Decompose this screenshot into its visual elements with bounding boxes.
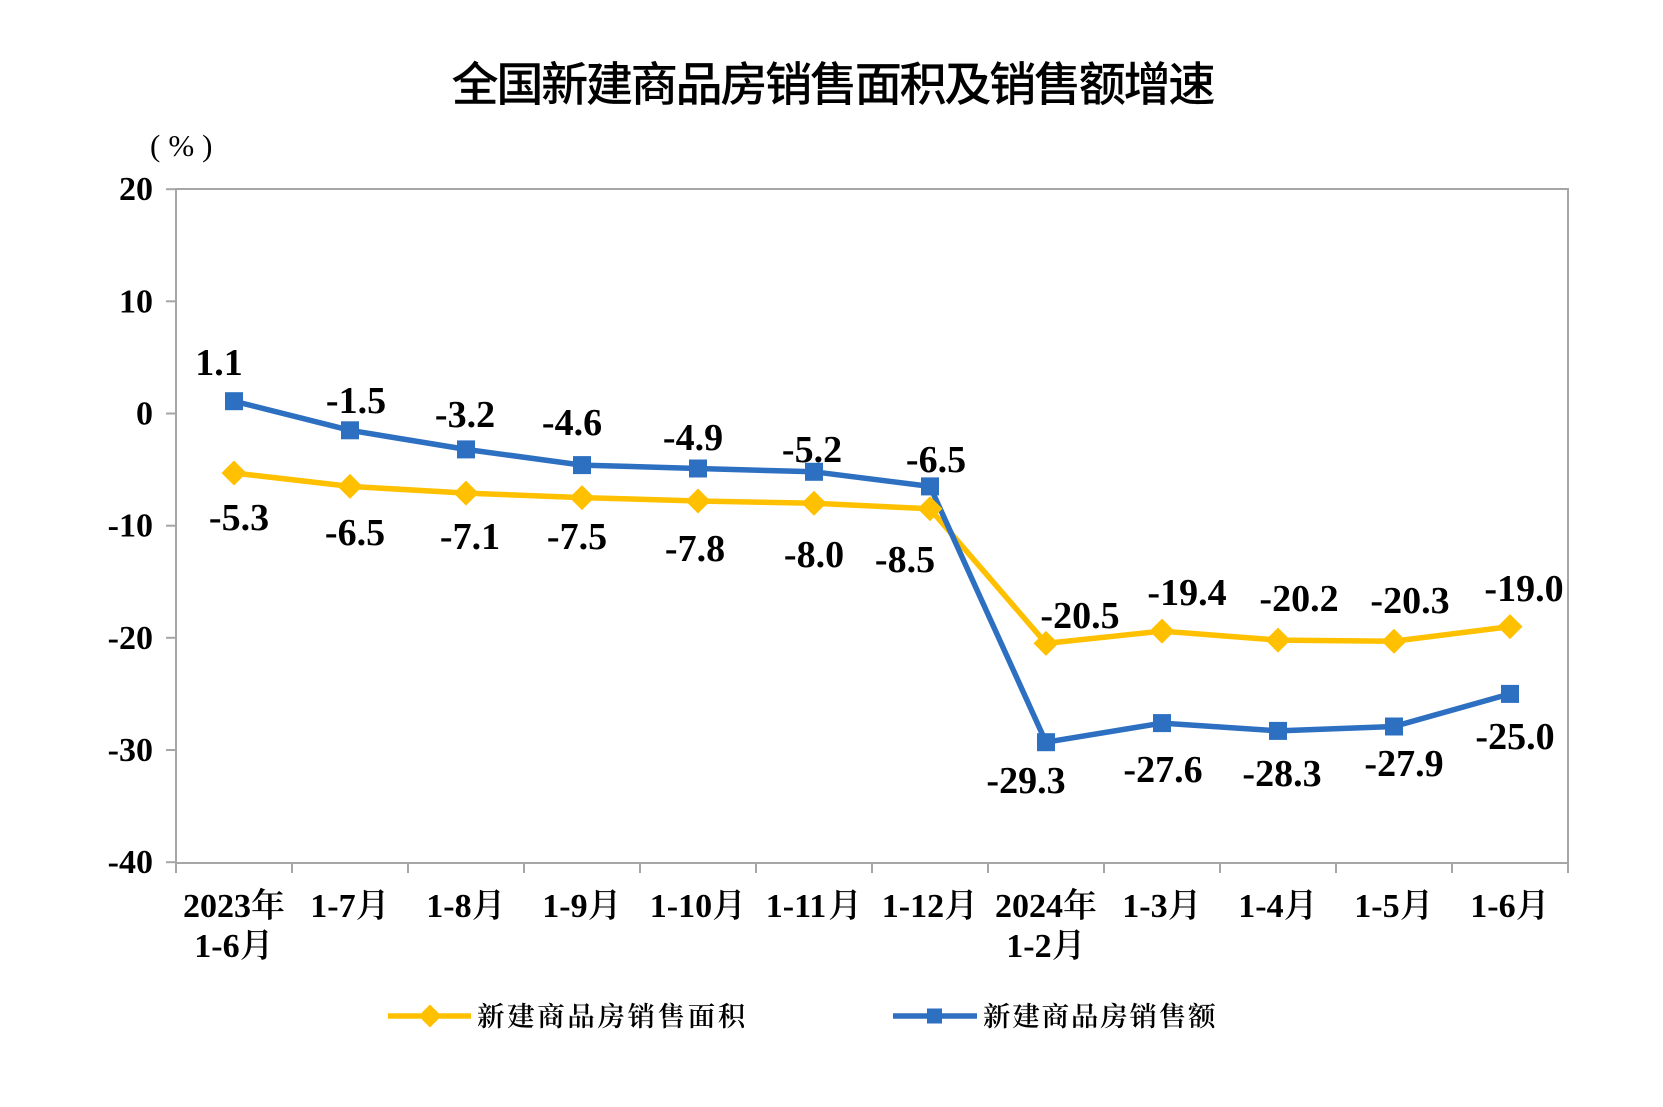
svg-text:-30: -30 (108, 732, 153, 769)
svg-text:(%): (%) (150, 128, 220, 163)
svg-text:-19.4: -19.4 (1147, 572, 1226, 614)
svg-text:-27.6: -27.6 (1123, 749, 1202, 791)
svg-text:-25.0: -25.0 (1475, 716, 1554, 758)
svg-text:1-5: 1-5 (1354, 888, 1399, 925)
svg-text:-20.5: -20.5 (1040, 595, 1119, 637)
svg-text:-7.8: -7.8 (665, 528, 725, 570)
svg-text:-7.1: -7.1 (440, 516, 500, 558)
svg-text:2024: 2024 (995, 888, 1063, 925)
svg-text:1-9: 1-9 (542, 888, 587, 925)
svg-text:0: 0 (136, 396, 153, 433)
svg-text:-20.2: -20.2 (1259, 578, 1338, 620)
svg-text:-6.5: -6.5 (906, 439, 966, 481)
svg-text:1-2: 1-2 (1006, 928, 1051, 965)
svg-text:-4.9: -4.9 (663, 417, 723, 459)
svg-text:10: 10 (119, 283, 153, 320)
svg-text:-8.0: -8.0 (784, 534, 844, 576)
svg-text:-6.5: -6.5 (325, 512, 385, 554)
svg-text:-28.3: -28.3 (1242, 753, 1321, 795)
svg-text:-7.5: -7.5 (547, 516, 607, 558)
svg-text:-19.0: -19.0 (1484, 568, 1563, 610)
svg-text:1-10: 1-10 (650, 888, 712, 925)
svg-text:1-6: 1-6 (1470, 888, 1515, 925)
svg-text:-4.6: -4.6 (542, 402, 602, 444)
svg-text:1.1: 1.1 (195, 342, 243, 384)
svg-text:-5.2: -5.2 (782, 429, 842, 471)
svg-text:-29.3: -29.3 (986, 760, 1065, 802)
svg-text:-1.5: -1.5 (326, 380, 386, 422)
svg-text:1-8: 1-8 (426, 888, 471, 925)
svg-text:-20.3: -20.3 (1370, 580, 1449, 622)
svg-text:1-7: 1-7 (310, 888, 355, 925)
svg-text:-20: -20 (108, 620, 153, 657)
svg-text:1-4: 1-4 (1238, 888, 1283, 925)
svg-text:1-3: 1-3 (1122, 888, 1167, 925)
svg-text:2023: 2023 (183, 888, 251, 925)
svg-text:-10: -10 (108, 508, 153, 545)
svg-text:1-11: 1-11 (766, 888, 826, 925)
svg-text:-8.5: -8.5 (875, 539, 935, 581)
svg-text:20: 20 (119, 171, 153, 208)
svg-text:-27.9: -27.9 (1364, 743, 1443, 785)
svg-text:1-12: 1-12 (882, 888, 944, 925)
svg-text:-3.2: -3.2 (435, 394, 495, 436)
svg-text:-5.3: -5.3 (209, 497, 269, 539)
svg-text:1-6: 1-6 (194, 928, 239, 965)
svg-text:-40: -40 (108, 844, 153, 881)
